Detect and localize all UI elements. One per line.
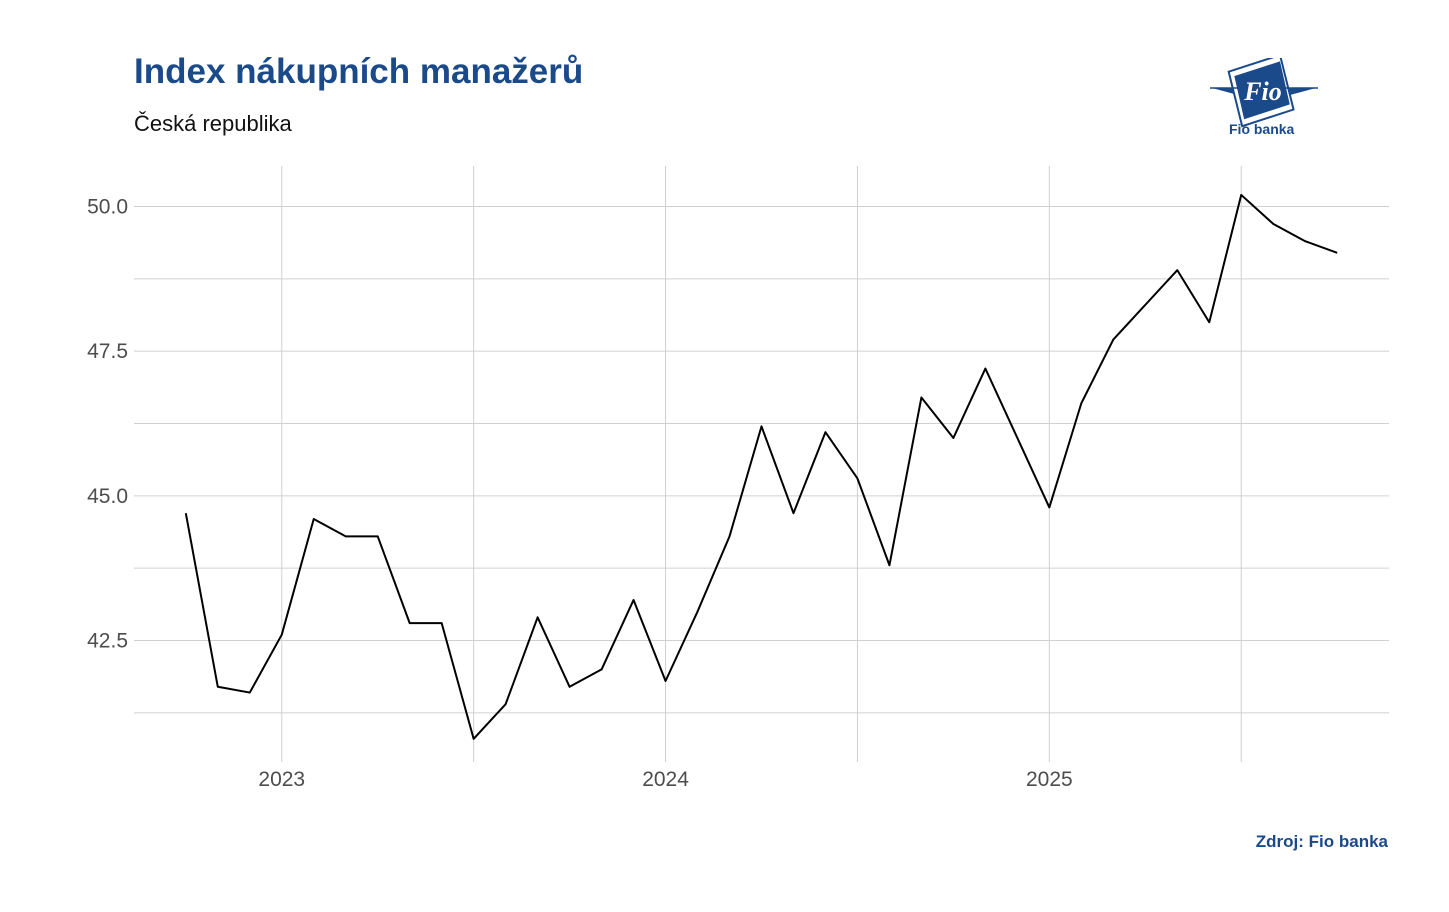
data-point — [1111, 337, 1116, 342]
chart-grid — [134, 166, 1389, 762]
data-point — [951, 435, 956, 440]
data-point — [855, 476, 860, 481]
data-point — [439, 621, 444, 626]
data-point — [1047, 505, 1052, 510]
data-point — [1335, 250, 1340, 255]
data-point — [919, 395, 924, 400]
data-point — [695, 609, 700, 614]
data-point — [1239, 192, 1244, 197]
x-tick-label: 2024 — [642, 768, 689, 791]
data-point — [247, 690, 252, 695]
y-tick-label: 42.5 — [87, 629, 128, 652]
data-point — [983, 366, 988, 371]
x-tick-label: 2025 — [1026, 768, 1073, 791]
data-point — [183, 511, 188, 516]
data-point — [1271, 221, 1276, 226]
x-axis-ticks: 2023 2024 2025 — [258, 768, 1072, 791]
data-point — [727, 534, 732, 539]
chart-series — [183, 192, 1340, 741]
logo-caption: Fio banka — [1229, 121, 1295, 137]
data-point — [631, 597, 636, 602]
data-point — [407, 621, 412, 626]
data-point — [759, 424, 764, 429]
y-tick-label: 50.0 — [87, 196, 128, 219]
data-point — [311, 516, 316, 521]
data-point — [823, 430, 828, 435]
data-point — [1303, 239, 1308, 244]
data-point — [503, 702, 508, 707]
data-point — [1207, 320, 1212, 325]
data-point — [375, 534, 380, 539]
data-point — [535, 615, 540, 620]
data-point — [1015, 435, 1020, 440]
y-tick-label: 45.0 — [87, 485, 128, 508]
series-line — [184, 193, 1338, 740]
chart-subtitle: Česká republika — [134, 111, 292, 136]
data-point — [279, 632, 284, 637]
data-point — [215, 684, 220, 689]
data-point — [471, 736, 476, 741]
data-point — [599, 667, 604, 672]
data-point — [343, 534, 348, 539]
logo-mark-text: Fio — [1243, 77, 1282, 106]
data-point — [1143, 302, 1148, 307]
y-axis-ticks: 42.5 45.0 47.5 50.0 — [87, 196, 128, 653]
data-point — [887, 563, 892, 568]
chart-title: Index nákupních manažerů — [134, 52, 584, 91]
data-point — [1175, 268, 1180, 273]
source-note: Zdroj: Fio banka — [1255, 832, 1388, 851]
data-point — [663, 678, 668, 683]
fio-logo-icon: Fio — [1210, 58, 1318, 128]
data-point — [791, 511, 796, 516]
x-tick-label: 2023 — [258, 768, 305, 791]
data-point — [567, 684, 572, 689]
y-tick-label: 47.5 — [87, 340, 128, 363]
data-point — [1079, 401, 1084, 406]
